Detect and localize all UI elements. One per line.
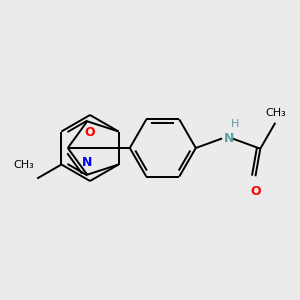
- Text: N: N: [82, 156, 92, 169]
- Text: O: O: [84, 126, 94, 139]
- Text: CH₃: CH₃: [14, 160, 34, 170]
- Text: CH₃: CH₃: [265, 108, 286, 118]
- Text: H: H: [231, 119, 239, 129]
- Text: N: N: [224, 132, 235, 145]
- Text: O: O: [250, 185, 261, 198]
